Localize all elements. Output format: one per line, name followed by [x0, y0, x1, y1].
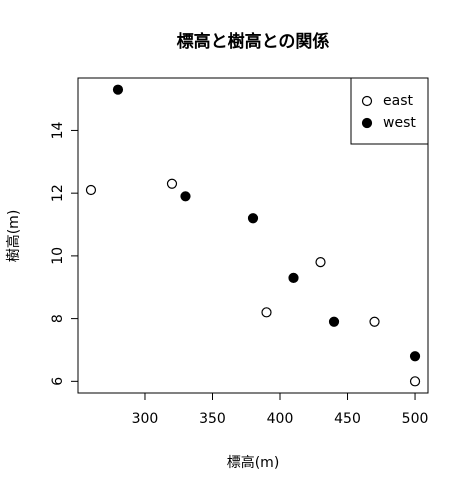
- y-tick-label: 12: [50, 184, 66, 202]
- point: [315, 257, 326, 268]
- point: [288, 272, 299, 283]
- point: [85, 184, 97, 196]
- y-tick-label: 6: [50, 377, 66, 386]
- point: [369, 316, 380, 327]
- y-tick-label: 10: [50, 247, 66, 265]
- point: [409, 376, 421, 387]
- x-axis-label: 標高(m): [227, 454, 280, 471]
- point: [409, 351, 421, 362]
- point: [328, 316, 340, 327]
- x-tick-label: 450: [334, 411, 361, 427]
- point: [180, 191, 191, 202]
- y-axis-label: 樹高(m): [5, 210, 22, 263]
- legend-label: west: [383, 115, 416, 131]
- point: [112, 84, 124, 95]
- y-tick-label: 14: [50, 121, 66, 139]
- point: [166, 178, 178, 189]
- chart-title: 標高と樹高との関係: [177, 31, 330, 52]
- y-tick-label: 8: [50, 314, 66, 323]
- legend-marker: [361, 117, 373, 129]
- plot-frame: [77, 77, 429, 394]
- legend-marker: [361, 95, 373, 107]
- x-tick-label: 300: [132, 411, 159, 427]
- point: [261, 307, 272, 318]
- x-tick-label: 500: [402, 411, 429, 427]
- x-tick-label: 350: [199, 411, 226, 427]
- point: [247, 213, 259, 224]
- x-tick-label: 400: [267, 411, 294, 427]
- legend-label: east: [383, 93, 413, 109]
- legend-box: [350, 77, 429, 145]
